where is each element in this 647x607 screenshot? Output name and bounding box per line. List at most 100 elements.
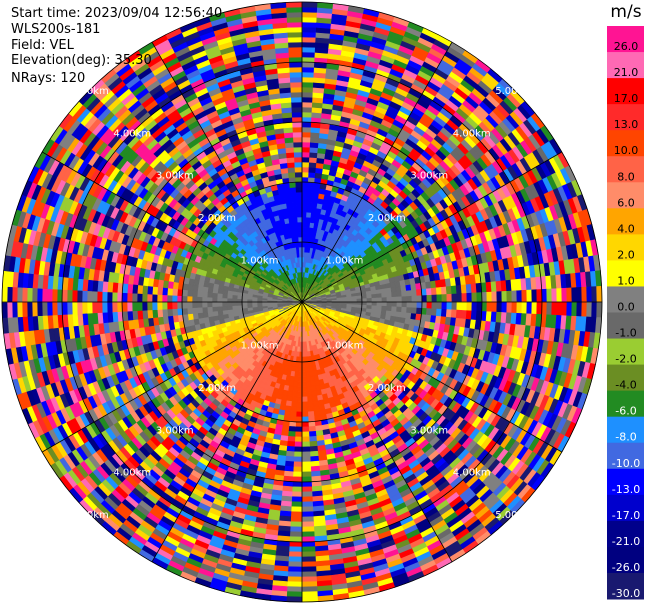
range-gate [287,566,303,573]
range-gate [471,292,478,303]
range-gate [296,391,303,398]
range-gate [301,151,311,158]
range-gate [305,371,311,378]
range-gate [541,288,548,303]
range-gate [292,471,303,478]
range-gate [301,426,310,433]
range-gate [351,298,358,303]
range-gate [304,361,310,368]
range-gate [292,466,303,473]
range-gate [536,289,543,303]
range-gate [371,297,378,303]
range-gate [290,501,303,508]
range-gate [301,421,309,428]
range-gate [301,446,311,453]
range-gate [306,386,312,393]
range-gate [288,541,303,548]
range-gate [286,581,303,588]
range-gate [289,411,297,418]
range-gate [406,290,413,297]
range-gate [356,298,363,303]
range-gate [425,288,433,296]
range-gate [301,536,315,543]
range-gate [571,301,578,317]
range-gate [301,81,314,88]
range-gate [297,371,303,378]
range-gate [301,361,306,368]
range-gate [301,521,315,528]
range-gate [298,366,303,373]
range-gate [301,596,319,603]
range-gate [450,285,458,295]
range-gate [301,491,313,498]
range-gate [301,166,310,173]
range-gate [309,156,318,164]
range-gate [301,541,316,548]
range-gate [288,546,303,553]
range-gate [501,301,508,314]
range-gate [306,196,314,203]
range-gate [531,301,538,315]
range-gate [506,290,513,303]
range-gate [291,486,303,493]
range-gate [301,136,311,143]
range-gate [466,301,473,312]
range-gate [481,292,488,303]
range-gate [288,425,296,433]
range-gate [551,301,558,316]
range-gate [301,106,313,113]
range-gate [516,290,523,303]
range-gate [289,526,303,533]
range-gate [491,291,498,303]
range-gate [289,416,297,423]
range-gate [301,21,317,28]
range-gate [301,586,318,593]
range-gate [287,430,296,438]
ppi-gates [1,1,603,603]
range-gate [466,292,473,303]
range-gate [301,571,317,578]
range-gate [305,376,311,383]
range-gate [308,430,317,438]
range-gate [591,301,598,318]
range-gate [301,141,311,148]
range-gate [301,461,311,468]
range-gate [486,291,493,303]
range-gate [301,401,308,408]
range-gate [310,380,316,387]
range-gate [301,546,316,553]
range-gate [436,294,443,303]
range-gate [301,441,310,448]
range-gate [301,486,313,493]
range-gate [301,31,317,38]
range-gate [290,506,303,513]
range-gate [307,191,314,198]
range-gate [301,476,312,483]
range-gate [361,298,368,303]
range-gate [301,556,316,563]
range-gate [446,301,453,311]
range-gate [301,26,317,33]
range-gate [301,1,319,8]
range-gate [301,591,318,598]
range-gate [301,146,311,153]
range-gate [307,186,315,193]
range-gate [586,301,593,318]
range-gate [301,221,307,228]
range-gate [511,301,518,314]
range-gate [431,301,438,310]
range-gate [571,287,578,303]
range-gate [556,288,563,303]
range-gate [290,511,303,518]
range-gate [301,216,307,223]
range-gate [506,301,513,314]
range-gate [297,376,303,383]
range-gate [301,416,309,423]
range-gate [301,516,314,523]
range-gate [406,301,413,309]
range-gate [546,301,553,316]
range-gate [286,591,303,598]
range-gate [416,301,423,309]
range-gate [441,301,448,310]
